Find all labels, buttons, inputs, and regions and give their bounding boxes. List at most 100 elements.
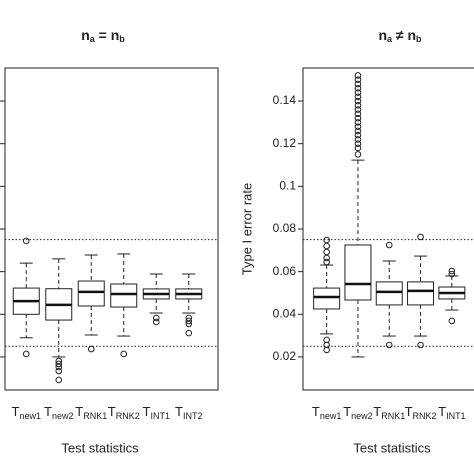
x-tick-label: Tnew2	[343, 404, 372, 421]
box	[77, 280, 105, 307]
outlier	[55, 363, 63, 371]
title-part: ≠ n	[392, 27, 416, 43]
y-tick-label: 0.12	[273, 136, 297, 150]
x-axis-label: Test statistics	[61, 440, 139, 455]
outlier	[354, 80, 362, 88]
box	[407, 281, 435, 306]
outlier	[323, 341, 330, 349]
box	[110, 283, 138, 308]
outlier	[354, 123, 362, 130]
x-tick-main: T	[143, 404, 151, 419]
y-axis-label: Type I error rate	[239, 183, 254, 275]
outlier	[323, 242, 330, 250]
chart-title: na ≠ nb	[378, 27, 422, 45]
x-tick-label: TRNK2	[405, 404, 437, 421]
x-tick-main: T	[373, 404, 381, 419]
outlier	[417, 341, 424, 349]
x-tick-label: Tnew1	[312, 404, 341, 421]
title-part: n	[81, 27, 90, 43]
outlier	[152, 318, 160, 326]
outlier	[354, 140, 362, 148]
outlier	[354, 84, 362, 92]
outlier	[354, 119, 362, 126]
outlier	[448, 267, 456, 275]
y-tick-label: 0.08	[273, 221, 297, 235]
x-tick-subscript: RNK2	[413, 411, 437, 421]
outlier	[354, 89, 362, 96]
x-tick-subscript: RNK1	[381, 411, 405, 421]
x-tick-label: TINT1	[143, 404, 170, 421]
plot-frame	[4, 67, 219, 391]
outlier	[185, 317, 193, 325]
x-tick-subscript: INT2	[183, 411, 203, 421]
x-tick-main: T	[44, 404, 52, 419]
outlier	[323, 254, 330, 262]
outlier	[354, 110, 362, 118]
title-part: n	[378, 27, 387, 43]
outlier	[152, 314, 160, 322]
box	[344, 244, 372, 301]
outlier	[22, 237, 30, 245]
x-tick-subscript: new2	[52, 411, 74, 421]
outlier	[55, 367, 63, 375]
outlier	[55, 376, 63, 384]
outlier	[22, 350, 30, 358]
box	[375, 281, 403, 306]
x-tick-main: T	[405, 404, 413, 419]
outlier	[185, 320, 193, 328]
x-tick-main: T	[108, 404, 116, 419]
x-tick-subscript: RNK2	[116, 411, 140, 421]
title-part: = n	[95, 27, 120, 43]
title-subscript: a	[90, 34, 96, 44]
outlier	[55, 360, 63, 368]
x-tick-subscript: RNK1	[83, 411, 107, 421]
x-tick-label: TRNK2	[108, 404, 140, 421]
title-subscript: b	[119, 34, 125, 44]
x-tick-label: TRNK1	[373, 404, 405, 421]
outlier	[354, 93, 362, 101]
outlier	[323, 346, 330, 354]
outlier	[354, 76, 362, 84]
box	[313, 287, 341, 310]
x-tick-label: TINT1	[438, 404, 465, 421]
x-tick-subscript: new1	[320, 411, 342, 421]
x-tick-main: T	[75, 404, 83, 419]
x-tick-main: T	[175, 404, 183, 419]
x-tick-label: Tnew2	[44, 404, 73, 421]
outlier	[120, 350, 128, 358]
outlier	[417, 233, 424, 241]
outlier	[354, 151, 362, 158]
x-tick-label: TRNK1	[75, 404, 107, 421]
x-tick-subscript: new2	[351, 411, 373, 421]
outlier	[354, 136, 362, 143]
x-tick-label: TINT2	[175, 404, 202, 421]
x-tick-label: Tnew1	[12, 404, 41, 421]
outlier	[354, 72, 362, 79]
outlier	[185, 329, 193, 337]
chart-title: na = nb	[81, 27, 125, 45]
y-tick-label: 0.1	[279, 179, 296, 193]
outlier	[354, 144, 362, 152]
y-tick-label: 0.06	[273, 264, 297, 278]
x-tick-subscript: INT1	[150, 411, 170, 421]
x-tick-main: T	[343, 404, 351, 419]
outlier	[354, 106, 362, 113]
x-tick-subscript: new1	[19, 411, 41, 421]
y-tick-label: 0.04	[273, 306, 297, 320]
outlier	[354, 97, 362, 105]
x-axis-label: Test statistics	[353, 440, 431, 455]
outlier	[354, 127, 362, 135]
outlier	[323, 258, 330, 266]
outlier	[385, 241, 393, 249]
x-tick-subscript: INT1	[446, 411, 466, 421]
x-tick-main: T	[312, 404, 320, 419]
title-subscript: a	[387, 34, 393, 44]
outlier	[385, 341, 393, 349]
x-tick-main: T	[438, 404, 446, 419]
outlier	[354, 131, 362, 139]
outlier	[87, 345, 95, 353]
outlier	[354, 114, 362, 122]
outlier	[448, 317, 456, 325]
outlier	[323, 248, 330, 256]
